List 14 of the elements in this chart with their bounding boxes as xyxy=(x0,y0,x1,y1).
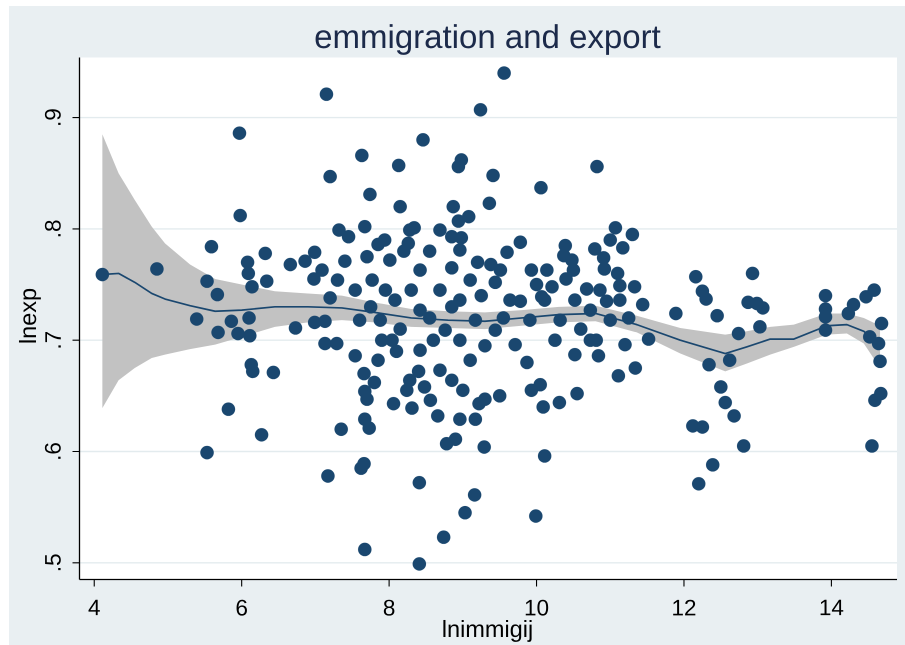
x-axis-title: lnimmigij xyxy=(443,620,532,642)
y-tick-label: .9 xyxy=(44,109,61,125)
y-tick-label: .7 xyxy=(45,332,61,348)
y-tick-label: .8 xyxy=(44,220,61,236)
chart-title: emmigration and export xyxy=(316,24,661,55)
x-tick-label: 4 xyxy=(88,600,100,616)
y-tick-label: .6 xyxy=(44,443,61,459)
x-tick-label: 6 xyxy=(236,600,247,616)
x-tick-label: 14 xyxy=(820,600,844,616)
x-tick-label: 8 xyxy=(384,600,394,616)
x-tick-label: 10 xyxy=(526,600,548,616)
x-tick-label: 12 xyxy=(673,600,696,616)
y-tick-label: .5 xyxy=(45,554,61,570)
y-axis-title: lnexp xyxy=(18,288,41,343)
